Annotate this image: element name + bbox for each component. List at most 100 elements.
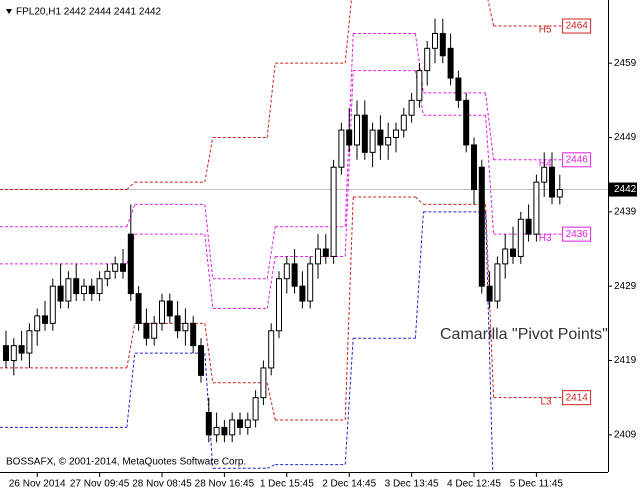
current-price-box xyxy=(609,182,637,197)
pivot-connector xyxy=(414,211,424,339)
candle-body xyxy=(424,47,431,72)
candle-body xyxy=(283,263,290,280)
x-tick-label: 28 Nov 08:45 xyxy=(132,479,192,490)
y-tick-label: 2429 xyxy=(614,281,637,292)
candle-body xyxy=(42,315,48,324)
pivot-connector xyxy=(487,0,495,27)
candle-body xyxy=(322,248,329,257)
level-box xyxy=(562,18,592,34)
candle-body xyxy=(159,300,165,324)
level-name: L3 xyxy=(540,396,552,407)
candle-body xyxy=(354,114,360,146)
candle-body xyxy=(525,218,532,235)
candle-body xyxy=(439,32,446,57)
pivot-connector xyxy=(344,196,354,420)
x-tick-label: 27 Nov 09:45 xyxy=(70,479,130,490)
candle-body xyxy=(135,293,142,324)
candle-body xyxy=(502,248,509,265)
candle-body xyxy=(96,278,103,295)
level-name: H5 xyxy=(539,25,552,36)
candle-body xyxy=(276,278,282,332)
candle-body xyxy=(447,47,454,79)
candle-body xyxy=(463,99,470,146)
candle-body xyxy=(174,315,181,332)
candle-body xyxy=(478,166,485,287)
candle-body xyxy=(315,248,321,265)
pivot-connector xyxy=(204,204,214,279)
candle-body xyxy=(416,70,423,101)
y-tick-label: 2459 xyxy=(614,58,637,69)
level-box xyxy=(562,226,592,242)
candle-body xyxy=(400,114,407,131)
candle-body xyxy=(81,285,87,295)
candle-body xyxy=(57,285,64,302)
pivot-connector xyxy=(485,211,494,472)
candle-body xyxy=(307,263,314,302)
candle-body xyxy=(229,419,236,436)
candle-body xyxy=(517,218,524,257)
candle-body xyxy=(299,285,306,302)
x-tick-label: 26 Nov 2014 xyxy=(9,479,66,490)
candle-body xyxy=(3,345,9,362)
pivot-connector xyxy=(126,323,136,369)
candle-body xyxy=(268,330,275,369)
candle-body xyxy=(127,233,134,295)
level-box xyxy=(562,390,592,406)
chart-title: FPL20,H1 2442 2444 2441 2442 xyxy=(16,7,162,18)
candle-body xyxy=(182,322,189,332)
candle-body xyxy=(346,129,353,146)
candle-body xyxy=(338,129,345,168)
candle-body xyxy=(151,322,158,339)
candle-body xyxy=(166,300,173,317)
candle-body xyxy=(88,285,95,295)
x-tick-label: 28 Nov 16:45 xyxy=(195,479,255,490)
candle-body xyxy=(143,322,150,339)
pivot-connector xyxy=(126,181,136,190)
x-tick-label: 4 Dec 12:45 xyxy=(447,479,501,490)
candle-body xyxy=(486,285,493,302)
pivot-connector xyxy=(344,70,354,257)
plot-area: H5 2464 H4 2446 H3 2436 L3 2414 xyxy=(0,0,608,472)
candle-body xyxy=(330,166,337,257)
candle-body xyxy=(34,315,41,332)
candle-body xyxy=(455,77,462,101)
candle-body xyxy=(385,137,392,146)
level-value: 2464 xyxy=(566,21,589,32)
y-tick-label: 2409 xyxy=(614,429,637,440)
candle-body xyxy=(541,166,548,183)
candle-body xyxy=(549,166,555,198)
candle-body xyxy=(471,144,477,191)
pivot-connector xyxy=(266,63,276,138)
candle-body xyxy=(494,263,501,302)
pivot-connector xyxy=(204,137,214,183)
candle-body xyxy=(26,330,33,354)
candle-body xyxy=(120,263,126,272)
candle-body xyxy=(112,263,119,272)
level-name: H4 xyxy=(539,158,552,169)
x-tick-label: 3 Dec 13:45 xyxy=(385,479,439,490)
candle-body xyxy=(190,322,197,347)
level-value: 2414 xyxy=(566,392,589,403)
candle-body xyxy=(198,345,204,376)
candle-body xyxy=(10,345,17,362)
level-value: 2436 xyxy=(566,229,589,240)
pivot-connector xyxy=(204,323,214,383)
candle-body xyxy=(291,263,298,287)
menu-triangle xyxy=(6,9,12,14)
candle-body xyxy=(361,114,368,153)
candle-body xyxy=(260,367,267,399)
x-tick-label: 5 Dec 11:45 xyxy=(510,479,564,490)
pivot-connector xyxy=(204,234,214,309)
pivot-connector xyxy=(344,0,352,64)
pivot-connector xyxy=(344,338,354,465)
candle-body xyxy=(393,129,399,139)
candle-body xyxy=(104,270,111,280)
candle-body xyxy=(73,278,80,295)
candle-body xyxy=(244,419,251,428)
current-price-label: 2442 xyxy=(614,184,637,195)
pivot-connector xyxy=(485,92,495,160)
candle-body xyxy=(213,426,220,436)
x-tick-label: 2 Dec 14:45 xyxy=(322,479,376,490)
candle-body xyxy=(432,32,438,49)
pivot-connector xyxy=(126,353,136,428)
